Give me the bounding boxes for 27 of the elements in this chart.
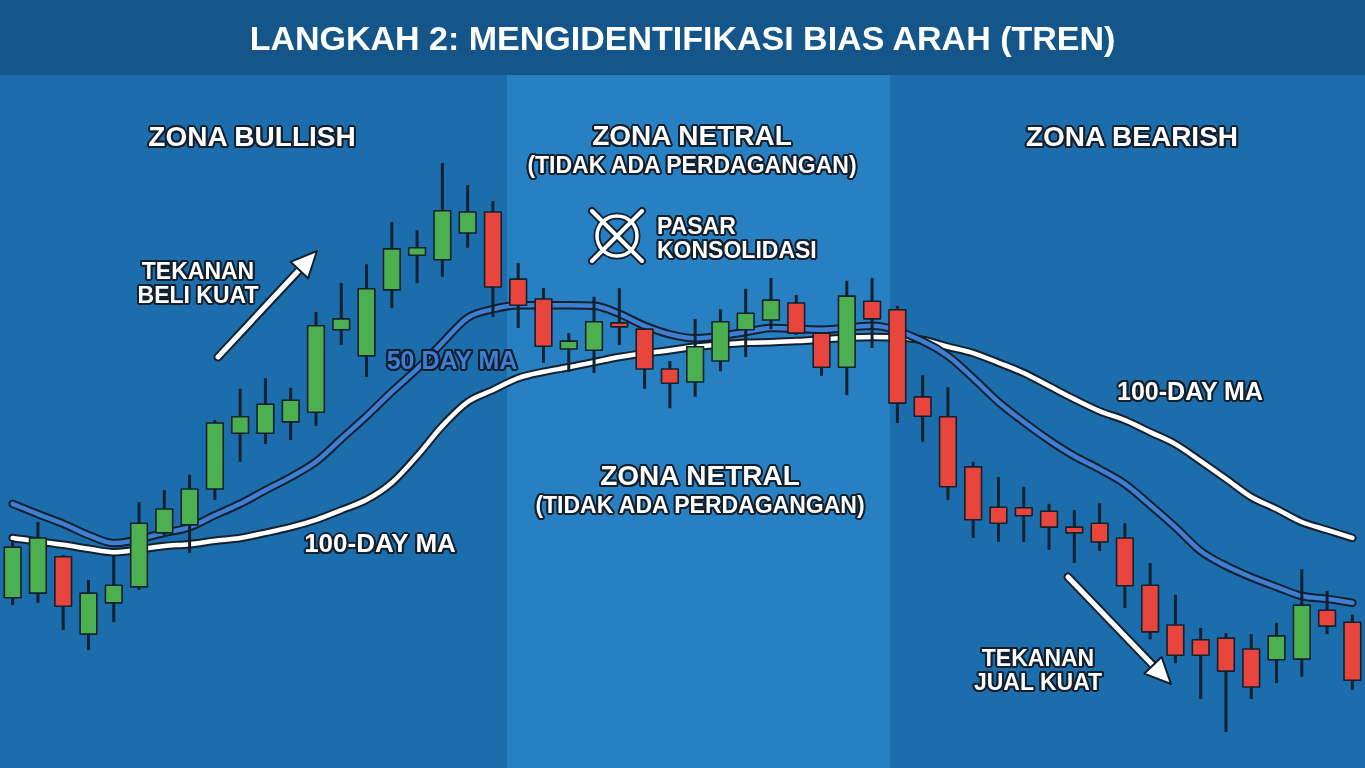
candlestick bbox=[458, 185, 477, 248]
candlestick bbox=[1191, 626, 1210, 699]
candlestick bbox=[1014, 485, 1033, 542]
annotation: TEKANAN BELI KUAT bbox=[137, 257, 259, 308]
candlestick bbox=[1090, 503, 1109, 553]
text: ZONA BULLISH bbox=[148, 121, 356, 153]
candlestick bbox=[231, 387, 250, 462]
text: ZONA NETRAL bbox=[592, 120, 792, 152]
candlestick bbox=[660, 361, 679, 410]
series-label: 100-DAY MA bbox=[304, 528, 456, 559]
annotation: TEKANAN JUAL KUAT bbox=[973, 644, 1103, 695]
candlestick bbox=[281, 386, 300, 442]
candlestick bbox=[1065, 510, 1084, 564]
candlestick bbox=[407, 230, 427, 285]
text: ZONA BEARISH bbox=[1025, 121, 1239, 153]
chart-title: LANGKAH 2: MENGIDENTIFIKASI BIAS ARAH (TREN) bbox=[249, 18, 1116, 57]
candlestick bbox=[989, 477, 1008, 542]
annotation: (TIDAK ADA PERDAGANGAN) bbox=[527, 151, 857, 178]
annotation: (TIDAK ADA PERDAGANGAN) bbox=[535, 491, 865, 518]
candlestick bbox=[332, 283, 351, 347]
candlestick bbox=[1267, 622, 1286, 685]
candlestick bbox=[155, 490, 174, 537]
annotation: PASAR KONSOLIDASI bbox=[657, 212, 817, 263]
annotation: ZONA NETRAL bbox=[600, 460, 800, 492]
candlestick bbox=[913, 375, 932, 442]
annotation: 100-DAY MA bbox=[1117, 376, 1263, 405]
candlestick bbox=[1039, 502, 1059, 550]
